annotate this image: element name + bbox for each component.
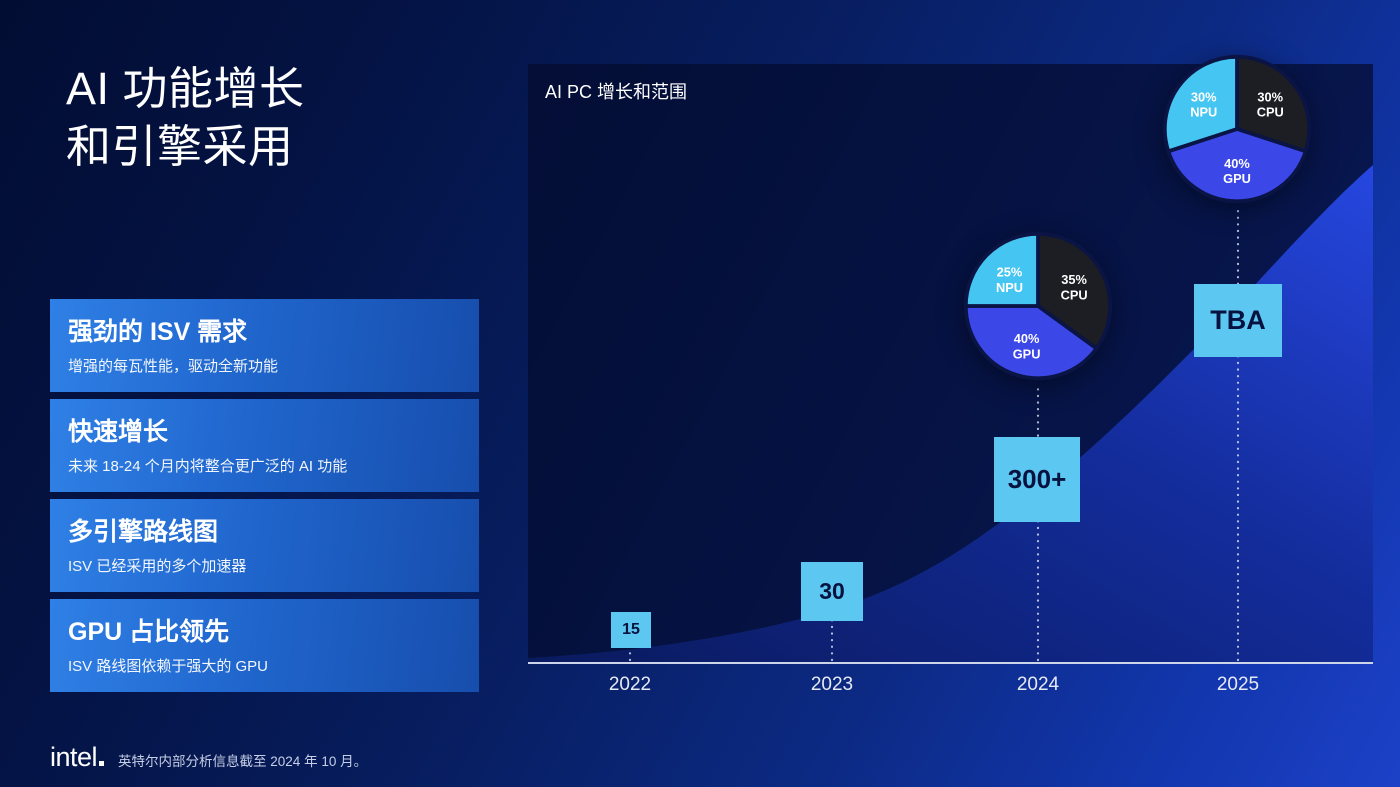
card-subtitle: 未来 18-24 个月内将整合更广泛的 AI 功能 bbox=[68, 458, 348, 475]
card-subtitle: ISV 路线图依赖于强大的 GPU bbox=[68, 658, 269, 675]
pie-slice-label: GPU bbox=[1013, 346, 1041, 361]
footer-note: 英特尔内部分析信息截至 2024 年 10 月。 bbox=[118, 754, 368, 769]
pie-chart-2025: 30% NPU 30% CPU 40% GPU bbox=[1161, 53, 1313, 210]
axis-label-2024: 2024 bbox=[1016, 674, 1060, 695]
pie-slice-pct: 25% bbox=[997, 265, 1023, 280]
pie-2024-slice-gpu bbox=[963, 304, 1099, 381]
pie-2024-slice-npu bbox=[963, 231, 1040, 308]
card-title: GPU 占比领先 bbox=[68, 618, 230, 646]
page-title-line2: 和引擎采用 bbox=[66, 120, 294, 172]
pie-slice-label: CPU bbox=[1257, 105, 1284, 120]
card-rapid-growth: 快速增长 未来 18-24 个月内将整合更广泛的 AI 功能 bbox=[50, 399, 479, 492]
pie-slice-label: NPU bbox=[996, 280, 1023, 295]
growth-area-chart bbox=[528, 165, 1373, 662]
card-multi-engine-roadmap: 多引擎路线图 ISV 已经采用的多个加速器 bbox=[50, 499, 479, 592]
page-title-line1: AI 功能增长 bbox=[66, 63, 305, 114]
pie-slice-pct: 40% bbox=[1014, 331, 1040, 346]
area-fill bbox=[528, 165, 1373, 662]
card-gpu-leading: GPU 占比领先 ISV 路线图依赖于强大的 GPU bbox=[50, 599, 479, 692]
milestone-value: 15 bbox=[622, 621, 640, 638]
axis-label-2023: 2023 bbox=[810, 674, 854, 695]
pie-2025-slice-gpu bbox=[1166, 127, 1308, 204]
pie-2025-slice-npu bbox=[1162, 54, 1239, 154]
axis-label-2022: 2022 bbox=[608, 674, 652, 695]
page-title: AI 功能增长 和引擎采用 bbox=[66, 60, 305, 175]
milestone-box-2024: 300+ bbox=[994, 437, 1080, 522]
pie-2025-slice-cpu bbox=[1235, 54, 1312, 154]
pie-slice-label: CPU bbox=[1061, 287, 1088, 302]
card-isv-demand: 强劲的 ISV 需求 增强的每瓦性能，驱动全新功能 bbox=[50, 299, 479, 392]
milestone-value: TBA bbox=[1210, 305, 1266, 335]
card-subtitle: 增强的每瓦性能，驱动全新功能 bbox=[68, 358, 279, 375]
milestone-box-2023: 30 bbox=[801, 562, 863, 621]
pie-2024-slice-cpu bbox=[1036, 231, 1113, 351]
intel-logo: intel bbox=[50, 742, 105, 773]
card-title: 强劲的 ISV 需求 bbox=[68, 318, 248, 346]
pie-slice-pct: 40% bbox=[1224, 156, 1250, 171]
chart-title: AI PC 增长和范围 bbox=[545, 82, 688, 102]
milestone-box-2025: TBA bbox=[1194, 284, 1282, 357]
pie-slice-pct: 30% bbox=[1191, 89, 1217, 104]
card-title: 快速增长 bbox=[68, 418, 169, 446]
card-title: 多引擎路线图 bbox=[68, 518, 219, 546]
card-subtitle: ISV 已经采用的多个加速器 bbox=[68, 558, 247, 575]
footer: intel 英特尔内部分析信息截至 2024 年 10 月。 bbox=[50, 742, 367, 773]
milestone-value: 30 bbox=[819, 578, 845, 604]
pie-slice-label: NPU bbox=[1190, 105, 1217, 120]
pie-slice-pct: 30% bbox=[1257, 89, 1283, 104]
axis-label-2025: 2025 bbox=[1216, 674, 1260, 695]
pie-slice-pct: 35% bbox=[1061, 272, 1087, 287]
pie-chart-2024: 25% NPU 35% CPU 40% GPU bbox=[962, 230, 1114, 387]
milestone-box-2022: 15 bbox=[611, 612, 651, 648]
intel-logo-dot bbox=[99, 761, 105, 766]
milestone-value: 300+ bbox=[1007, 464, 1067, 494]
pie-slice-label: GPU bbox=[1223, 171, 1251, 186]
